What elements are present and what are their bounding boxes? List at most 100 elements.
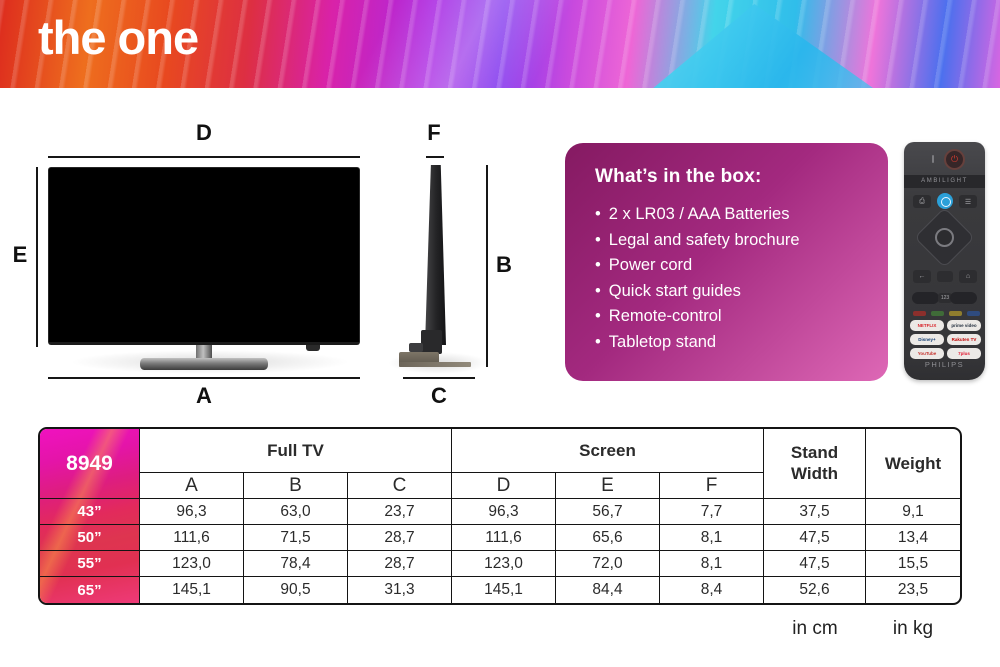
dimensions-table: 8949 Full TV Screen Stand Width Weight A…: [38, 427, 962, 605]
red-key[interactable]: [913, 311, 926, 316]
source-button[interactable]: ⎙: [913, 195, 931, 208]
box-item: • Power cord: [595, 253, 888, 279]
dim-label-f: F: [427, 120, 441, 145]
green-key[interactable]: [931, 311, 944, 316]
value-cell: 15,5: [866, 551, 960, 577]
col-header-c: C: [348, 473, 452, 499]
value-cell: 56,7: [556, 499, 660, 525]
box-item: • 2 x LR03 / AAA Batteries: [595, 202, 888, 228]
side-stand-knob: [409, 343, 423, 352]
value-cell: 96,3: [452, 499, 556, 525]
value-cell: 111,6: [452, 525, 556, 551]
app-button-prime-video[interactable]: prime video: [947, 320, 981, 331]
dim-line-e: [36, 167, 38, 347]
channel-rocker[interactable]: [950, 292, 977, 304]
side-stand-foot: [399, 362, 471, 367]
unit-cm-label: in cm: [792, 618, 838, 639]
app-button-rakuten-tv[interactable]: Rakuten TV: [947, 334, 981, 345]
bullet-icon: •: [595, 205, 601, 223]
ok-button[interactable]: [935, 228, 954, 247]
tv-sensor-nub: [306, 345, 320, 351]
table-grid: 8949 Full TV Screen Stand Width Weight A…: [40, 429, 960, 603]
mic-hole-icon: [932, 155, 934, 163]
unit-kg-label: in kg: [892, 618, 934, 639]
app-button-netflix[interactable]: NETFLIX: [910, 320, 944, 331]
value-cell: 72,0: [556, 551, 660, 577]
dim-label-b: B: [496, 252, 512, 277]
options-button[interactable]: [937, 271, 953, 282]
app-button-disney-[interactable]: Disney+: [910, 334, 944, 345]
value-cell: 28,7: [348, 525, 452, 551]
header-full-tv: Full TV: [140, 429, 452, 473]
back-button[interactable]: ←: [913, 270, 931, 283]
value-cell: 111,6: [140, 525, 244, 551]
keypad-button[interactable]: 123: [938, 293, 952, 303]
header-banner: the one: [0, 0, 1000, 88]
col-header-e: E: [556, 473, 660, 499]
value-cell: 52,6: [764, 577, 866, 603]
yellow-key[interactable]: [949, 311, 962, 316]
value-cell: 31,3: [348, 577, 452, 603]
app-button-youtube[interactable]: YouTube: [910, 348, 944, 359]
value-cell: 84,4: [556, 577, 660, 603]
product-title: the one: [38, 11, 199, 64]
size-label: 50”: [40, 525, 140, 551]
table-gradient-strip: [40, 429, 140, 603]
value-cell: 65,6: [556, 525, 660, 551]
value-cell: 63,0: [244, 499, 348, 525]
col-header-a: A: [140, 473, 244, 499]
dim-line-c: [403, 377, 475, 379]
settings-button[interactable]: ☰: [959, 195, 977, 208]
value-cell: 145,1: [140, 577, 244, 603]
size-label: 65”: [40, 577, 140, 603]
header-screen: Screen: [452, 429, 764, 473]
value-cell: 7,7: [660, 499, 764, 525]
bullet-icon: •: [595, 307, 601, 326]
voice-assistant-button[interactable]: [937, 193, 953, 209]
value-cell: 145,1: [452, 577, 556, 603]
whats-in-the-box-panel: What’s in the box: • 2 x LR03 / AAA Batte…: [565, 143, 888, 381]
col-header-d: D: [452, 473, 556, 499]
col-header-f: F: [660, 473, 764, 499]
size-label: 43”: [40, 499, 140, 525]
tv-side-profile: [425, 165, 446, 345]
value-cell: 23,7: [348, 499, 452, 525]
dim-label-d: D: [196, 120, 212, 145]
volume-rocker[interactable]: [912, 292, 939, 304]
value-cell: 9,1: [866, 499, 960, 525]
dim-line-d: [48, 156, 360, 158]
value-cell: 123,0: [452, 551, 556, 577]
dim-label-c: C: [431, 383, 447, 408]
bullet-icon: •: [595, 230, 601, 249]
value-cell: 13,4: [866, 525, 960, 551]
value-cell: 47,5: [764, 551, 866, 577]
bullet-icon: •: [595, 332, 601, 351]
banner-graphic: [598, 4, 938, 88]
box-items-list: • 2 x LR03 / AAA Batteries • Legal and safe…: [595, 202, 888, 356]
box-item: • Legal and safety brochure: [595, 228, 888, 254]
dim-label-a: A: [196, 383, 212, 408]
app-button-7plus[interactable]: 7plus: [947, 348, 981, 359]
size-label: 55”: [40, 551, 140, 577]
value-cell: 37,5: [764, 499, 866, 525]
value-cell: 8,1: [660, 525, 764, 551]
tv-stand-base: [140, 358, 268, 370]
box-item: • Remote-control: [595, 304, 888, 330]
value-cell: 28,7: [348, 551, 452, 577]
tv-front-screen: [48, 167, 360, 345]
bullet-icon: •: [595, 281, 601, 300]
home-button[interactable]: ⌂: [959, 270, 977, 283]
value-cell: 8,4: [660, 577, 764, 603]
ambilight-label: AMBILIGHT: [904, 175, 985, 188]
box-title: What’s in the box:: [595, 166, 762, 187]
power-button[interactable]: ⏻: [944, 149, 965, 170]
dim-line-a: [48, 377, 360, 379]
dim-line-f: [426, 156, 444, 158]
model-number: 8949: [40, 429, 140, 499]
bullet-icon: •: [595, 256, 601, 275]
dim-label-e: E: [12, 242, 28, 267]
header-stand-width: Stand Width: [764, 429, 866, 499]
blue-key[interactable]: [967, 311, 980, 316]
value-cell: 71,5: [244, 525, 348, 551]
value-cell: 123,0: [140, 551, 244, 577]
